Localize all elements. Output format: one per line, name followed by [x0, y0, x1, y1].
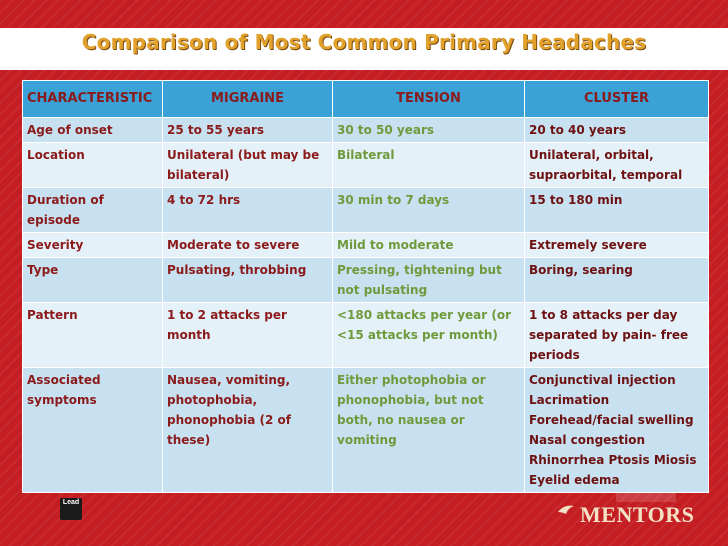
cell-characteristic: Severity: [22, 232, 163, 258]
mentors-logo: MENTORS: [580, 502, 695, 527]
title-band: [0, 28, 728, 70]
cell-characteristic: Type: [22, 257, 163, 303]
cell-cluster: Extremely severe: [524, 232, 709, 258]
comparison-table: CHARACTERISTIC MIGRAINE TENSION CLUSTER …: [22, 80, 709, 493]
cell-migraine: 4 to 72 hrs: [162, 187, 333, 233]
cell-tension: Either photophobia or phonophobia, but n…: [332, 367, 525, 493]
slide-title: Comparison of Most Common Primary Headac…: [81, 30, 647, 54]
cell-tension: <180 attacks per year (or <15 attacks pe…: [332, 302, 525, 368]
table-header-row: CHARACTERISTIC MIGRAINE TENSION CLUSTER: [22, 80, 709, 118]
cell-migraine: Unilateral (but may be bilateral): [162, 142, 333, 188]
cell-characteristic: Location: [22, 142, 163, 188]
cell-migraine: Pulsating, throbbing: [162, 257, 333, 303]
cell-cluster: Conjunctival injection Lacrimation Foreh…: [524, 367, 709, 493]
cell-migraine: Nausea, vomiting, photophobia, phonophob…: [162, 367, 333, 493]
table-row-location: Location Unilateral (but may be bilatera…: [22, 142, 709, 188]
cell-tension: Bilateral: [332, 142, 525, 188]
footer-decor: [616, 492, 676, 502]
cell-tension: 30 min to 7 days: [332, 187, 525, 233]
header-tension: TENSION: [332, 80, 525, 118]
cell-cluster: Boring, searing: [524, 257, 709, 303]
bird-logo-icon: [558, 505, 574, 514]
cell-tension: Mild to moderate: [332, 232, 525, 258]
header-characteristic: CHARACTERISTIC: [22, 80, 163, 118]
cell-migraine: 25 to 55 years: [162, 117, 333, 143]
cell-migraine: Moderate to severe: [162, 232, 333, 258]
table-row-duration: Duration of episode 4 to 72 hrs 30 min t…: [22, 187, 709, 233]
cell-characteristic: Age of onset: [22, 117, 163, 143]
lead-logo: Lead: [60, 498, 82, 520]
cell-tension: Pressing, tightening but not pulsating: [332, 257, 525, 303]
cell-characteristic: Duration of episode: [22, 187, 163, 233]
cell-migraine: 1 to 2 attacks per month: [162, 302, 333, 368]
header-migraine: MIGRAINE: [162, 80, 333, 118]
table-row-age-of-onset: Age of onset 25 to 55 years 30 to 50 yea…: [22, 117, 709, 143]
table-row-associated-symptoms: Associated symptoms Nausea, vomiting, ph…: [22, 367, 709, 493]
cell-tension: 30 to 50 years: [332, 117, 525, 143]
header-cluster: CLUSTER: [524, 80, 709, 118]
cell-characteristic: Associated symptoms: [22, 367, 163, 493]
table-row-pattern: Pattern 1 to 2 attacks per month <180 at…: [22, 302, 709, 368]
cell-cluster: 20 to 40 years: [524, 117, 709, 143]
lead-logo-text: Lead: [62, 499, 80, 506]
table-row-severity: Severity Moderate to severe Mild to mode…: [22, 232, 709, 258]
cell-cluster: Unilateral, orbital, supraorbital, tempo…: [524, 142, 709, 188]
cell-cluster: 1 to 8 attacks per day separated by pain…: [524, 302, 709, 368]
cell-characteristic: Pattern: [22, 302, 163, 368]
table-row-type: Type Pulsating, throbbing Pressing, tigh…: [22, 257, 709, 303]
cell-cluster: 15 to 180 min: [524, 187, 709, 233]
